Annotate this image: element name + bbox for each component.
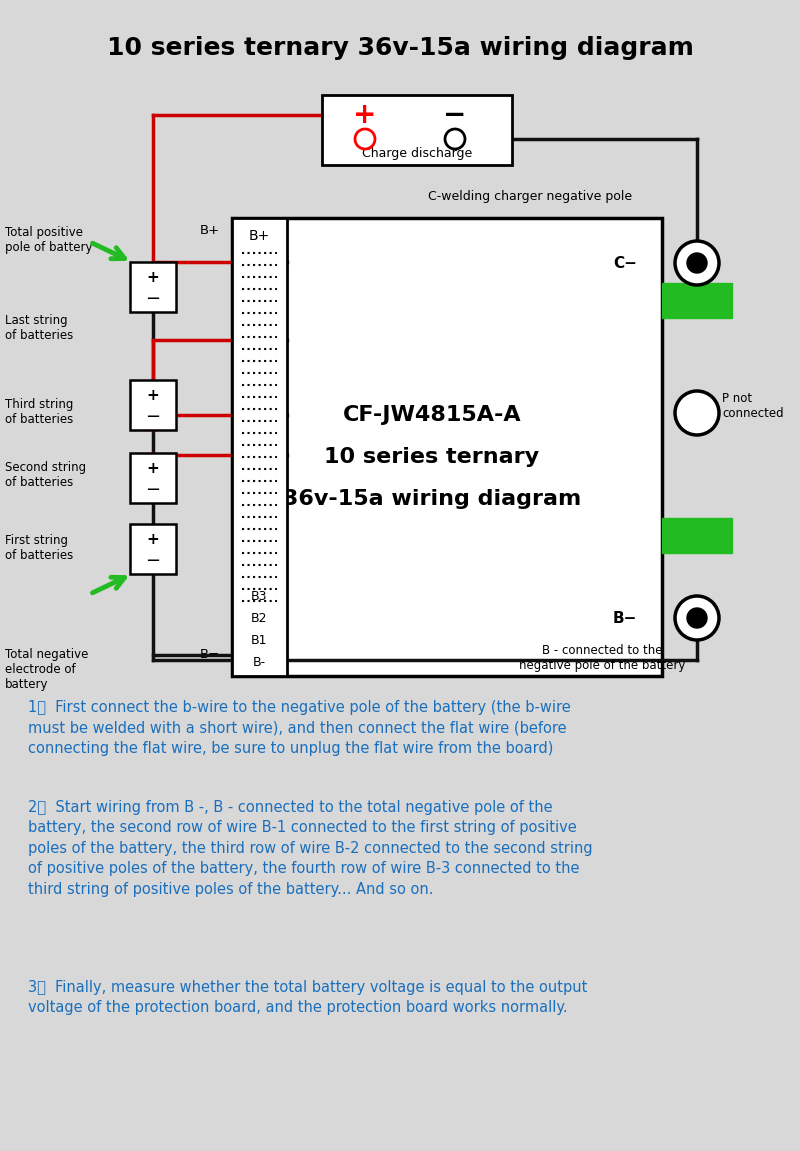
Text: −: − <box>146 552 161 570</box>
Text: +: + <box>146 460 159 475</box>
Circle shape <box>687 253 707 273</box>
Text: +: + <box>354 101 377 129</box>
Text: P not
connected: P not connected <box>722 392 784 420</box>
Bar <box>662 518 732 552</box>
Text: 10 series ternary: 10 series ternary <box>325 447 539 467</box>
Text: −: − <box>146 290 161 308</box>
Bar <box>130 453 176 503</box>
Bar <box>130 524 176 574</box>
Text: 3、  Finally, measure whether the total battery voltage is equal to the output
vo: 3、 Finally, measure whether the total ba… <box>28 980 587 1015</box>
Bar <box>232 218 287 676</box>
Bar <box>130 262 176 312</box>
Text: 2、  Start wiring from B -, B - connected to the total negative pole of the
batte: 2、 Start wiring from B -, B - connected … <box>28 800 593 897</box>
Text: CF-JW4815A-A: CF-JW4815A-A <box>342 405 522 425</box>
Circle shape <box>687 608 707 628</box>
Text: −: − <box>443 101 466 129</box>
Circle shape <box>675 596 719 640</box>
Text: 10 series ternary 36v-15a wiring diagram: 10 series ternary 36v-15a wiring diagram <box>106 36 694 60</box>
Text: B3: B3 <box>250 589 267 602</box>
Circle shape <box>675 241 719 285</box>
Text: Charge discharge: Charge discharge <box>362 146 472 160</box>
Text: Last string
of batteries: Last string of batteries <box>5 314 74 342</box>
Bar <box>322 96 512 165</box>
Circle shape <box>355 129 375 148</box>
Text: +: + <box>146 269 159 284</box>
Text: Third string
of batteries: Third string of batteries <box>5 398 74 426</box>
Text: 36v-15a wiring diagram: 36v-15a wiring diagram <box>283 489 581 509</box>
Text: Second string
of batteries: Second string of batteries <box>5 462 86 489</box>
Text: B - connected to the
negative pole of the battery: B - connected to the negative pole of th… <box>519 645 685 672</box>
Text: +: + <box>146 532 159 547</box>
Text: C−: C− <box>613 256 637 270</box>
Text: 1、  First connect the b-wire to the negative pole of the battery (the b-wire
mus: 1、 First connect the b-wire to the negat… <box>28 700 570 756</box>
Text: −: − <box>146 407 161 426</box>
Text: Total negative
electrode of
battery: Total negative electrode of battery <box>5 648 88 691</box>
Bar <box>130 380 176 430</box>
Text: B+: B+ <box>200 223 220 236</box>
Text: First string
of batteries: First string of batteries <box>5 534 74 562</box>
Text: B−: B− <box>200 648 220 662</box>
Text: B−: B− <box>613 610 637 625</box>
Text: B2: B2 <box>250 611 267 625</box>
Text: Total positive
pole of battery: Total positive pole of battery <box>5 226 93 254</box>
Text: B+: B+ <box>248 229 270 243</box>
Text: +: + <box>146 388 159 403</box>
Bar <box>232 218 662 676</box>
Text: B-: B- <box>253 656 266 669</box>
Text: C-welding charger negative pole: C-welding charger negative pole <box>428 190 632 203</box>
Circle shape <box>445 129 465 148</box>
Text: −: − <box>146 481 161 500</box>
Circle shape <box>675 391 719 435</box>
Bar <box>662 283 732 318</box>
Text: B1: B1 <box>250 633 267 647</box>
